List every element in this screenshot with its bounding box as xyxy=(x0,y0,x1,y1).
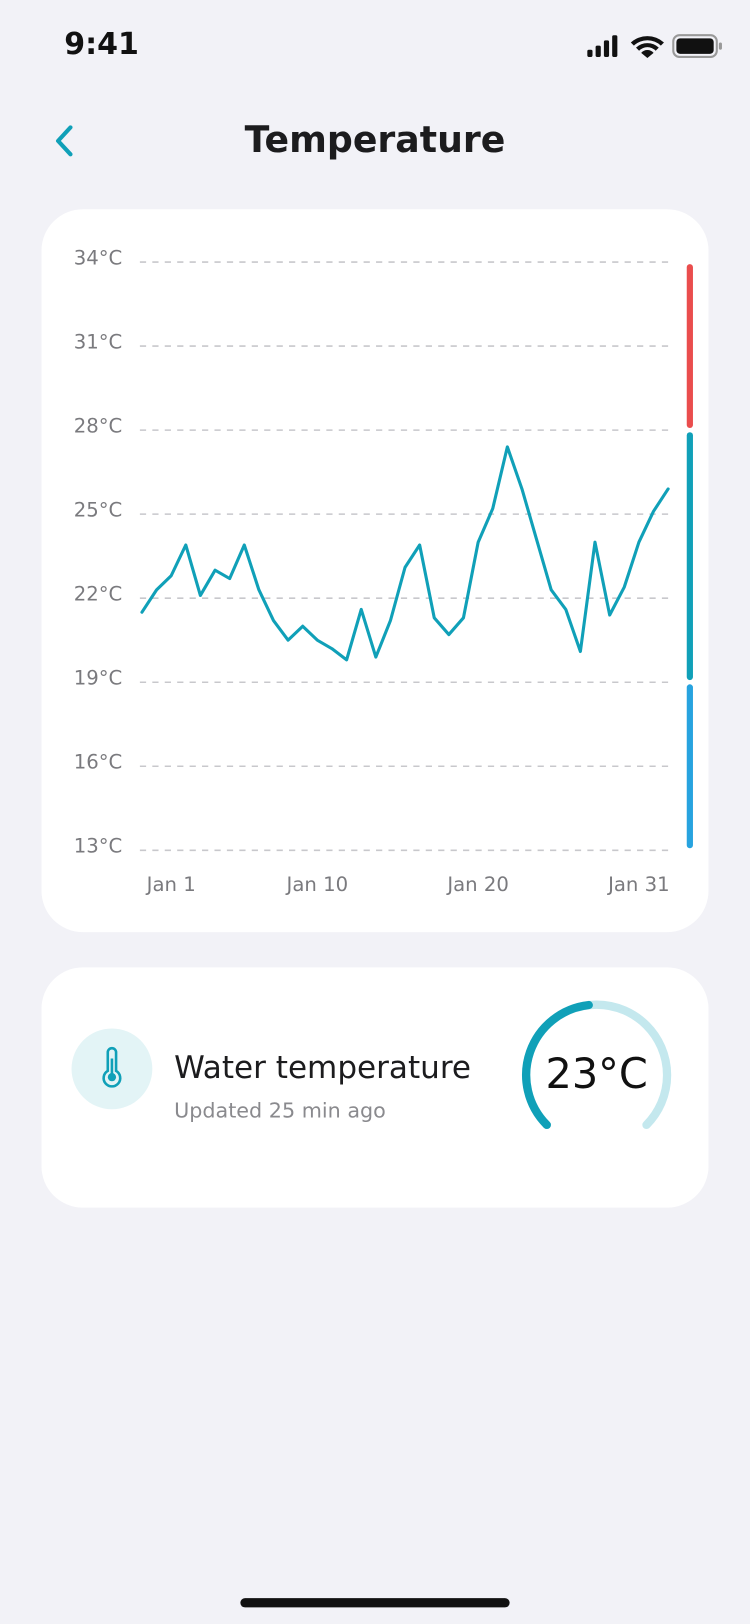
y-tick-label: 16°C xyxy=(74,751,123,774)
thermometer-icon xyxy=(102,1046,122,1088)
range-bar xyxy=(686,432,693,681)
temperature-line xyxy=(140,445,670,662)
card-title: Water temperature xyxy=(174,1050,471,1086)
y-tick-label: 19°C xyxy=(74,667,123,690)
page-title: Temperature xyxy=(245,118,506,161)
gauge-fill xyxy=(522,1000,593,1130)
x-tick-label: Jan 20 xyxy=(445,873,509,896)
y-tick-label: 25°C xyxy=(74,499,123,522)
x-tick-label: Jan 31 xyxy=(606,873,670,896)
back-button[interactable] xyxy=(56,125,73,157)
y-tick-label: 28°C xyxy=(74,415,123,438)
chart-card xyxy=(41,209,709,933)
gauge-label: 23°C xyxy=(545,1050,647,1098)
range-bar xyxy=(686,264,693,429)
y-tick-label: 31°C xyxy=(74,330,123,353)
status-icons xyxy=(587,34,722,58)
home-indicator xyxy=(240,1598,510,1608)
range-bar xyxy=(686,684,693,849)
x-tick-label: Jan 10 xyxy=(285,873,349,896)
status-time: 9:41 xyxy=(64,27,139,62)
card-subtitle: Updated 25 min ago xyxy=(174,1098,386,1122)
chart: 34°C 31°C 28°C 25°C 22°C 19°C 16°C 13°C Jan 1 Jan… xyxy=(74,246,693,896)
y-tick-label: 13°C xyxy=(74,835,123,858)
y-tick-label: 34°C xyxy=(74,246,123,269)
gauge xyxy=(522,1000,672,1130)
x-tick-label: Jan 1 xyxy=(145,873,196,896)
y-tick-label: 22°C xyxy=(74,583,123,606)
